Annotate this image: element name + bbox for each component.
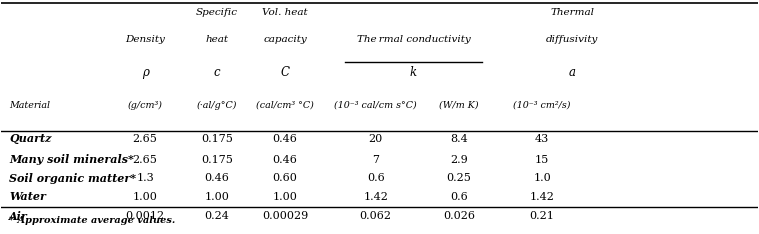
Text: 1.42: 1.42 xyxy=(364,192,388,202)
Text: Quartz: Quartz xyxy=(9,133,52,144)
Text: C: C xyxy=(281,66,289,79)
Text: (W/m K): (W/m K) xyxy=(439,101,479,110)
Text: Specific: Specific xyxy=(196,8,238,17)
Text: 0.0012: 0.0012 xyxy=(125,212,165,221)
Text: capacity: capacity xyxy=(263,35,307,44)
Text: Density: Density xyxy=(125,35,165,44)
Text: 0.026: 0.026 xyxy=(443,212,475,221)
Text: (cal/cm³ °C): (cal/cm³ °C) xyxy=(256,101,314,110)
Text: k: k xyxy=(410,66,417,79)
Text: 8.4: 8.4 xyxy=(450,134,468,144)
Text: Air: Air xyxy=(9,211,27,222)
Text: 0.00029: 0.00029 xyxy=(262,212,308,221)
Text: 1.42: 1.42 xyxy=(530,192,555,202)
Text: 7: 7 xyxy=(372,155,380,165)
Text: 0.6: 0.6 xyxy=(450,192,468,202)
Text: 0.24: 0.24 xyxy=(204,212,229,221)
Text: Vol. heat: Vol. heat xyxy=(262,8,308,17)
Text: 2.65: 2.65 xyxy=(133,134,158,144)
Text: Thermal: Thermal xyxy=(550,8,594,17)
Text: 0.60: 0.60 xyxy=(272,173,298,183)
Text: heat: heat xyxy=(206,35,228,44)
Text: 1.0: 1.0 xyxy=(534,173,551,183)
Text: Soil organic matter*: Soil organic matter* xyxy=(9,173,136,184)
Text: ρ: ρ xyxy=(142,66,149,79)
Text: * Approximate average values.: * Approximate average values. xyxy=(9,216,175,225)
Text: 15: 15 xyxy=(535,155,550,165)
Text: (10⁻³ cal/cm s°C): (10⁻³ cal/cm s°C) xyxy=(335,101,417,110)
Text: (g/cm³): (g/cm³) xyxy=(128,101,162,110)
Text: 0.062: 0.062 xyxy=(360,212,392,221)
Text: 1.3: 1.3 xyxy=(136,173,154,183)
Text: 1.00: 1.00 xyxy=(204,192,229,202)
Text: 0.46: 0.46 xyxy=(204,173,229,183)
Text: 43: 43 xyxy=(535,134,550,144)
Text: a: a xyxy=(568,66,576,79)
Text: 2.9: 2.9 xyxy=(450,155,468,165)
Text: 1.00: 1.00 xyxy=(272,192,298,202)
Text: 20: 20 xyxy=(369,134,383,144)
Text: 0.175: 0.175 xyxy=(201,155,233,165)
Text: 0.21: 0.21 xyxy=(530,212,555,221)
Text: 0.46: 0.46 xyxy=(272,134,298,144)
Text: diffusivity: diffusivity xyxy=(546,35,599,44)
Text: 0.175: 0.175 xyxy=(201,134,233,144)
Text: c: c xyxy=(213,66,220,79)
Text: 0.25: 0.25 xyxy=(446,173,471,183)
Text: 0.46: 0.46 xyxy=(272,155,298,165)
Text: 1.00: 1.00 xyxy=(133,192,158,202)
Text: 2.65: 2.65 xyxy=(133,155,158,165)
Text: (10⁻³ cm²/s): (10⁻³ cm²/s) xyxy=(513,101,571,110)
Text: 0.6: 0.6 xyxy=(367,173,385,183)
Text: Many soil minerals*: Many soil minerals* xyxy=(9,154,134,165)
Text: Water: Water xyxy=(9,191,46,202)
Text: Material: Material xyxy=(9,101,50,110)
Text: (·al/g°C): (·al/g°C) xyxy=(197,101,237,110)
Text: The rmal conductivity: The rmal conductivity xyxy=(357,35,471,44)
